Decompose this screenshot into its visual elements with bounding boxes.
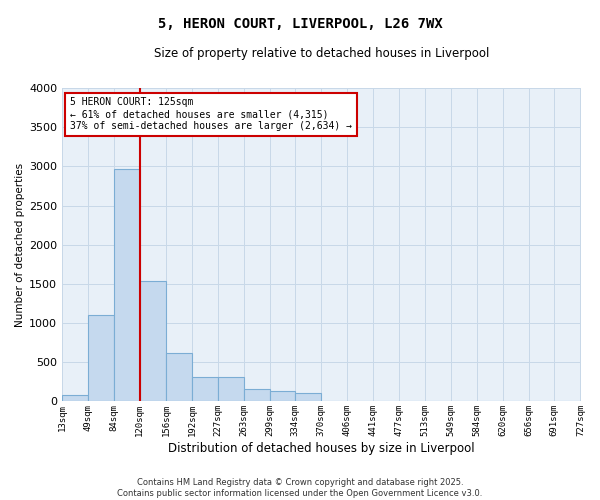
- Bar: [347, 400, 373, 402]
- Bar: [295, 393, 322, 402]
- Bar: [166, 353, 192, 402]
- Y-axis label: Number of detached properties: Number of detached properties: [15, 162, 25, 327]
- Bar: [425, 400, 451, 402]
- Text: Contains HM Land Registry data © Crown copyright and database right 2025.
Contai: Contains HM Land Registry data © Crown c…: [118, 478, 482, 498]
- Bar: [399, 400, 425, 402]
- Text: 5 HERON COURT: 125sqm
← 61% of detached houses are smaller (4,315)
37% of semi-d: 5 HERON COURT: 125sqm ← 61% of detached …: [70, 98, 352, 130]
- Title: Size of property relative to detached houses in Liverpool: Size of property relative to detached ho…: [154, 48, 489, 60]
- Bar: [373, 400, 399, 402]
- X-axis label: Distribution of detached houses by size in Liverpool: Distribution of detached houses by size …: [168, 442, 475, 455]
- Bar: [218, 377, 244, 402]
- Bar: [270, 391, 295, 402]
- Text: 5, HERON COURT, LIVERPOOL, L26 7WX: 5, HERON COURT, LIVERPOOL, L26 7WX: [158, 18, 442, 32]
- Bar: [113, 168, 140, 402]
- Bar: [140, 281, 166, 402]
- Bar: [322, 400, 347, 402]
- Bar: [192, 377, 218, 402]
- Bar: [244, 389, 270, 402]
- Bar: [62, 395, 88, 402]
- Bar: [88, 315, 113, 402]
